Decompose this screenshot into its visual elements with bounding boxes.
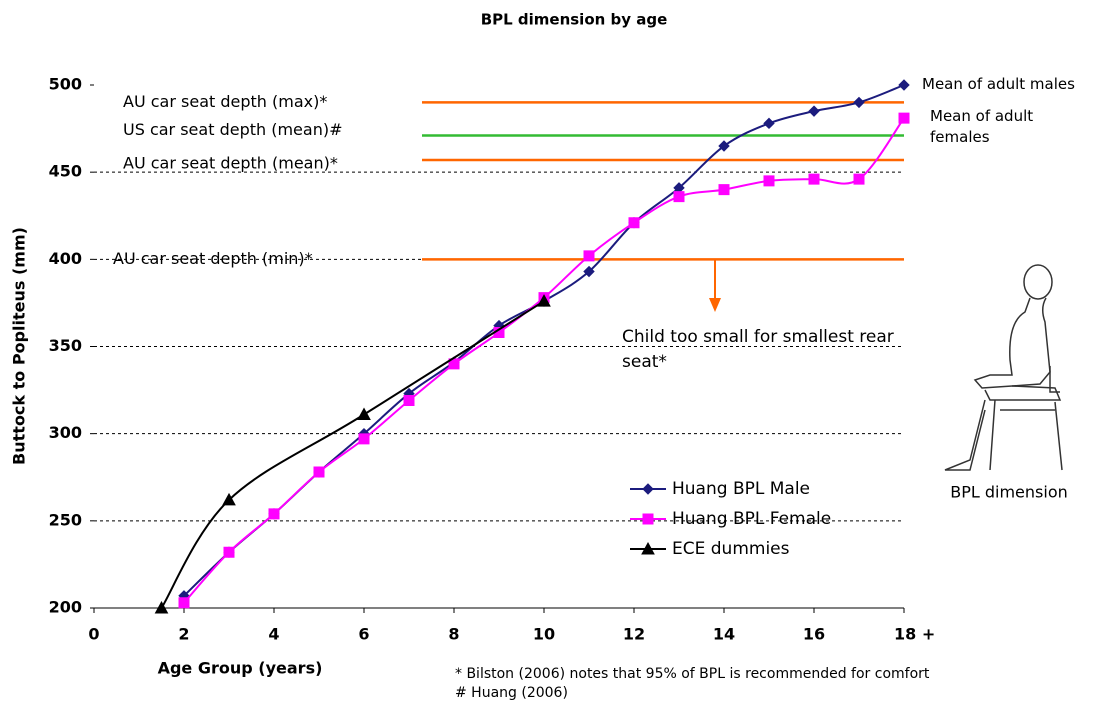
chart-title: BPL dimension by age: [481, 11, 668, 29]
point: [853, 173, 865, 185]
point: [718, 184, 730, 196]
legend-marker: [641, 541, 655, 555]
y-tick-label: 450: [49, 162, 82, 181]
x-tick-label: 12: [623, 625, 645, 644]
point: [583, 250, 595, 262]
x-tick-label: 2: [178, 625, 189, 644]
x-tick-label: 6: [358, 625, 369, 644]
x-tick-label: 14: [713, 625, 735, 644]
point: [223, 546, 235, 558]
point: [537, 294, 551, 307]
footnote: # Huang (2006): [455, 685, 568, 701]
series-line: [160, 300, 545, 609]
y-tick-label: 250: [49, 510, 82, 529]
x-tick-label: 10: [533, 625, 555, 644]
point: [853, 96, 865, 109]
point: [268, 508, 280, 520]
point: [403, 395, 415, 407]
point: [448, 358, 460, 370]
annotation: Child too small for smallest rear seat*: [622, 327, 894, 372]
figure-caption: BPL dimension: [950, 483, 1068, 502]
point: [673, 191, 685, 203]
y-tick-label: 500: [49, 75, 82, 94]
point: [808, 105, 820, 117]
legend-marker: [642, 513, 654, 525]
point: [763, 117, 775, 130]
annotation: Mean of adult males: [922, 75, 1075, 93]
reference-label: US car seat depth (mean)#: [123, 120, 342, 139]
point: [358, 433, 370, 445]
annotation: Mean of adult females: [930, 107, 1034, 146]
x-tick-label: 8: [448, 625, 459, 644]
arrow-head: [709, 298, 721, 312]
y-axis-label: Buttock to Popliteus (mm): [10, 227, 29, 465]
y-tick-label: 200: [49, 598, 82, 617]
x-tick-label: 16: [803, 625, 825, 644]
footnote: * Bilston (2006) notes that 95% of BPL i…: [455, 666, 930, 682]
y-tick-label: 400: [49, 249, 82, 268]
legend-label: ECE dummies: [672, 539, 790, 559]
point: [583, 265, 595, 278]
reference-label: AU car seat depth (max)*: [123, 92, 327, 111]
x-tick-label: 0: [88, 625, 99, 644]
point: [178, 597, 190, 609]
x-tick-label: 18 +: [894, 625, 935, 644]
point: [154, 600, 169, 614]
point: [898, 79, 910, 91]
point: [222, 492, 236, 506]
seated-figure: [944, 264, 1063, 471]
point: [718, 140, 730, 152]
legend-label: Huang BPL Male: [672, 479, 810, 499]
legend-label: Huang BPL Female: [672, 509, 831, 529]
point: [898, 112, 910, 124]
x-tick-label: 4: [268, 625, 279, 644]
legend-marker: [642, 483, 654, 495]
y-tick-label: 350: [49, 336, 82, 355]
point: [628, 217, 640, 229]
x-axis-label: Age Group (years): [158, 659, 323, 678]
y-tick-label: 300: [49, 423, 82, 442]
point: [808, 173, 820, 185]
point: [313, 466, 325, 478]
reference-label: AU car seat depth (mean)*: [123, 153, 338, 172]
point: [763, 175, 775, 187]
reference-label: AU car seat depth (min)*: [113, 249, 313, 268]
point: [357, 407, 371, 420]
